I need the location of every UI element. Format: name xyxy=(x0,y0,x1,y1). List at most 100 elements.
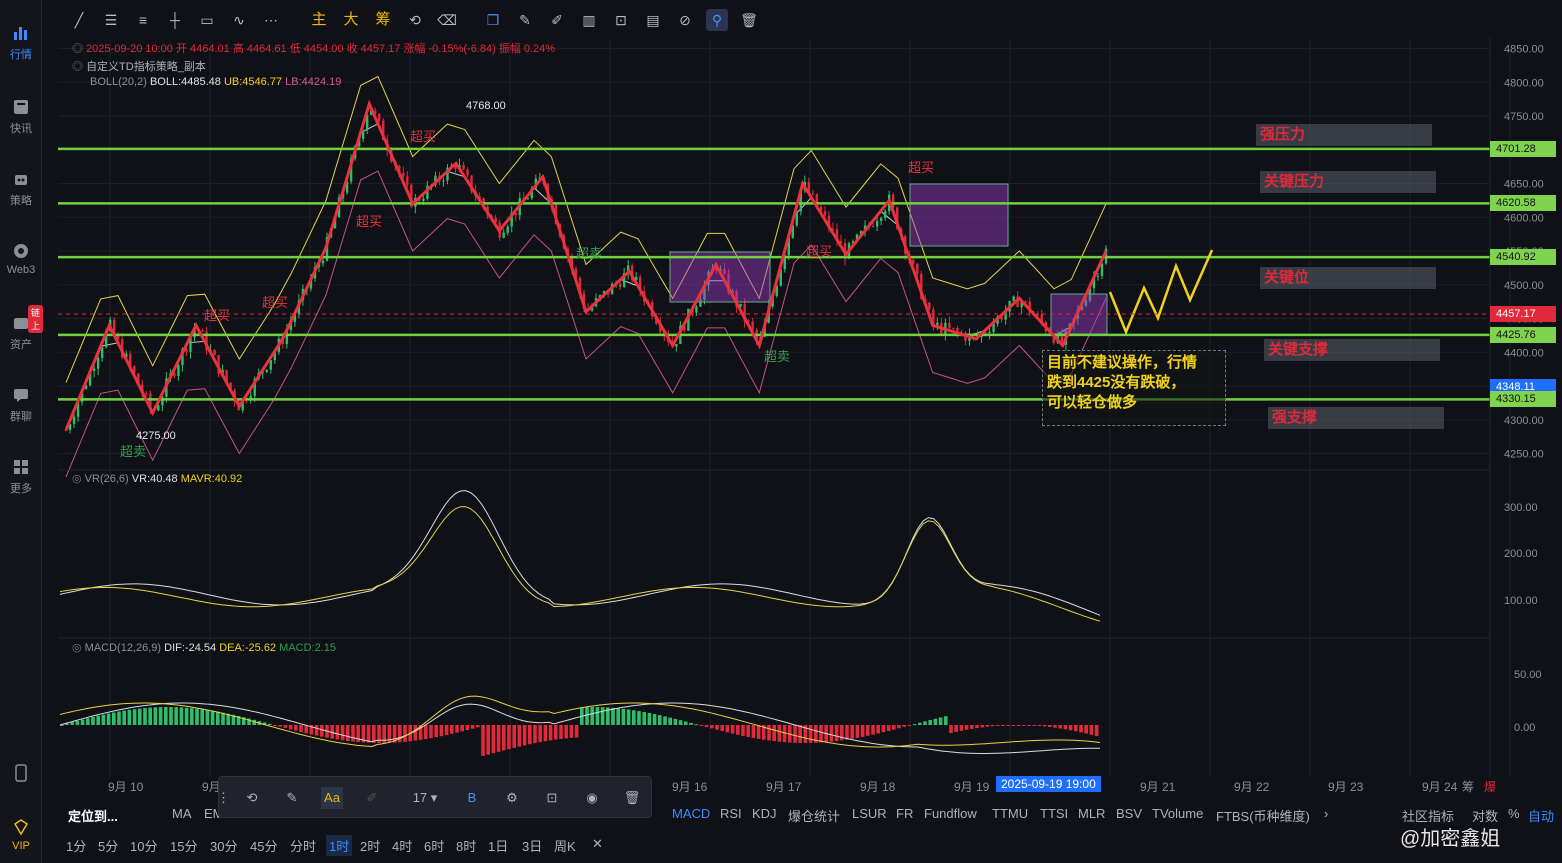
more-dots-icon[interactable]: ⋯ xyxy=(264,12,278,28)
tf-5m[interactable]: 5分 xyxy=(98,839,119,854)
indicator-ttsi[interactable]: TTSI xyxy=(1040,806,1069,821)
lock-draw-icon[interactable]: ⊡ xyxy=(546,790,558,805)
candle-body xyxy=(630,265,634,281)
sidebar-item-web3[interactable]: Web3 xyxy=(0,242,42,276)
tf-1h[interactable]: 1时 xyxy=(326,835,353,856)
sync-draw-icon[interactable]: ⟲ xyxy=(246,790,258,805)
sync-icon[interactable]: ⟲ xyxy=(409,12,421,28)
drag-handle-icon[interactable]: ⋮ xyxy=(217,790,230,805)
candle-body xyxy=(205,331,208,351)
sidebar-item-strategy[interactable]: 策略 xyxy=(0,170,42,208)
price-chart[interactable]: 4768.00 4275.00 超买 超买 超买 超买 超买 超买 超卖 超卖 … xyxy=(58,38,1562,798)
text-color-icon[interactable]: ✐ xyxy=(366,790,378,805)
macd-histogram-bar xyxy=(413,725,418,741)
indicator-liquidation[interactable]: 爆仓统计 xyxy=(788,809,841,824)
tf-1d[interactable]: 1日 xyxy=(488,839,509,854)
eye-icon[interactable]: ◎ xyxy=(72,61,83,73)
vr-line xyxy=(59,490,1101,616)
indicator-ttmu[interactable]: TTMU xyxy=(992,806,1029,821)
macd-histogram-bar xyxy=(309,725,314,735)
analysis-note[interactable]: 目前不建议操作，行情 跌到4425没有跌破， 可以轻仓做多 xyxy=(1042,350,1226,426)
tf-timeshare[interactable]: 分时 xyxy=(290,839,317,854)
candle-body xyxy=(831,228,835,230)
text-style-button[interactable]: Aa xyxy=(321,787,343,809)
indicator-mlr[interactable]: MLR xyxy=(1078,806,1106,821)
filter-icon[interactable]: ⚲ xyxy=(706,9,728,31)
eraser-icon[interactable]: ⌫ xyxy=(437,12,457,28)
eye-icon[interactable]: ◎ xyxy=(72,43,83,55)
indicator-tvolume[interactable]: TVolume xyxy=(1152,806,1204,821)
bold-button[interactable]: B xyxy=(467,790,477,805)
candle-body xyxy=(879,217,883,222)
rectangle-icon[interactable]: ▭ xyxy=(200,12,214,28)
candle-style-icon[interactable]: ▥ xyxy=(582,12,596,28)
trend-line-icon[interactable]: ╱ xyxy=(74,12,84,28)
tf-30m[interactable]: 30分 xyxy=(210,839,238,854)
font-size-select[interactable]: 17 ▾ xyxy=(412,790,438,805)
brush-icon[interactable]: ✐ xyxy=(551,12,563,28)
liquidation-toggle[interactable]: 爆 xyxy=(1484,780,1497,794)
tf-2h[interactable]: 2时 xyxy=(360,839,381,854)
chevron-right-icon[interactable]: › xyxy=(1324,806,1329,821)
indicator-lsur[interactable]: LSUR xyxy=(852,806,887,821)
macd-histogram-bar xyxy=(403,725,407,742)
sidebar-item-chat[interactable]: 群聊 xyxy=(0,386,42,424)
close-icon[interactable]: ✕ xyxy=(592,836,603,851)
candle-body xyxy=(626,265,630,274)
indicator-kdj[interactable]: KDJ xyxy=(752,806,777,821)
indicator-fundflow[interactable]: Fundflow xyxy=(924,806,977,821)
settings-icon[interactable]: ⚙ xyxy=(506,790,518,805)
macd-histogram-bar xyxy=(626,709,631,725)
sidebar-item-assets[interactable]: 资产 xyxy=(0,314,42,352)
indicator-ma[interactable]: MA xyxy=(172,806,192,821)
horizontal-ray-icon[interactable]: ┼ xyxy=(170,12,180,28)
macd-histogram-bar xyxy=(288,725,293,730)
sidebar-item-news[interactable]: 快讯 xyxy=(0,98,42,136)
sidebar-item-market[interactable]: 行情 xyxy=(0,24,42,62)
phone-button[interactable] xyxy=(0,764,42,786)
ruler-icon[interactable]: ✎ xyxy=(519,12,531,28)
chip-toggle[interactable]: 筹 xyxy=(1462,780,1475,794)
community-indicators[interactable]: 社区指标 xyxy=(1402,809,1455,824)
trash-icon[interactable]: 🗑 xyxy=(740,12,758,28)
eye-icon[interactable]: ◎ xyxy=(72,473,82,485)
parallel-lines-icon[interactable]: ☰ xyxy=(104,12,118,28)
indicator-fr[interactable]: FR xyxy=(896,806,914,821)
indicator-rsi[interactable]: RSI xyxy=(720,806,742,821)
magnet-icon[interactable]: ⊘ xyxy=(679,12,691,28)
indicator-bsv[interactable]: BSV xyxy=(1116,806,1143,821)
macd-histogram-bar xyxy=(75,720,80,725)
price-tick: 4400.00 xyxy=(1504,347,1544,359)
horizontal-lines-icon[interactable]: ≡ xyxy=(138,12,148,28)
vip-button[interactable]: VIP xyxy=(0,818,42,852)
tf-weekly[interactable]: 周K xyxy=(554,839,576,854)
indicator-macd[interactable]: MACD xyxy=(672,806,711,821)
tf-3d[interactable]: 3日 xyxy=(522,839,543,854)
edit-icon[interactable]: ✎ xyxy=(286,790,298,805)
indicator-ftbs[interactable]: FTBS(币种维度) xyxy=(1216,809,1310,824)
sidebar-item-more[interactable]: 更多 xyxy=(0,458,42,496)
delete-drawing-icon[interactable]: 🗑 xyxy=(623,790,641,805)
tf-8h[interactable]: 8时 xyxy=(456,839,477,854)
tf-15m[interactable]: 15分 xyxy=(170,839,198,854)
locate-button[interactable]: 定位到... xyxy=(68,809,118,824)
macd-histogram-bar xyxy=(179,707,184,725)
percent-toggle[interactable]: % xyxy=(1508,806,1520,821)
tf-6h[interactable]: 6时 xyxy=(424,839,445,854)
tf-10m[interactable]: 10分 xyxy=(130,839,158,854)
chip-button[interactable]: 筹 xyxy=(375,11,391,28)
big-order-button[interactable]: 大 xyxy=(343,11,359,28)
log-scale-toggle[interactable]: 对数 xyxy=(1472,809,1499,824)
tf-45m[interactable]: 45分 xyxy=(250,839,278,854)
tf-1m[interactable]: 1分 xyxy=(66,839,87,854)
eye-icon[interactable]: ◎ xyxy=(72,642,82,654)
layers-icon[interactable]: ❐ xyxy=(486,12,500,28)
auto-scale-toggle[interactable]: 自动 xyxy=(1528,809,1555,824)
tf-4h[interactable]: 4时 xyxy=(392,839,413,854)
macd-histogram-bar xyxy=(122,710,126,725)
eye-toggle-icon[interactable]: ◉ xyxy=(586,790,598,805)
main-chart-button[interactable]: 主 xyxy=(311,11,327,28)
lock-icon[interactable]: ⊡ xyxy=(615,12,627,28)
wave-icon[interactable]: ∿ xyxy=(233,12,245,28)
note-icon[interactable]: ▤ xyxy=(646,12,660,28)
